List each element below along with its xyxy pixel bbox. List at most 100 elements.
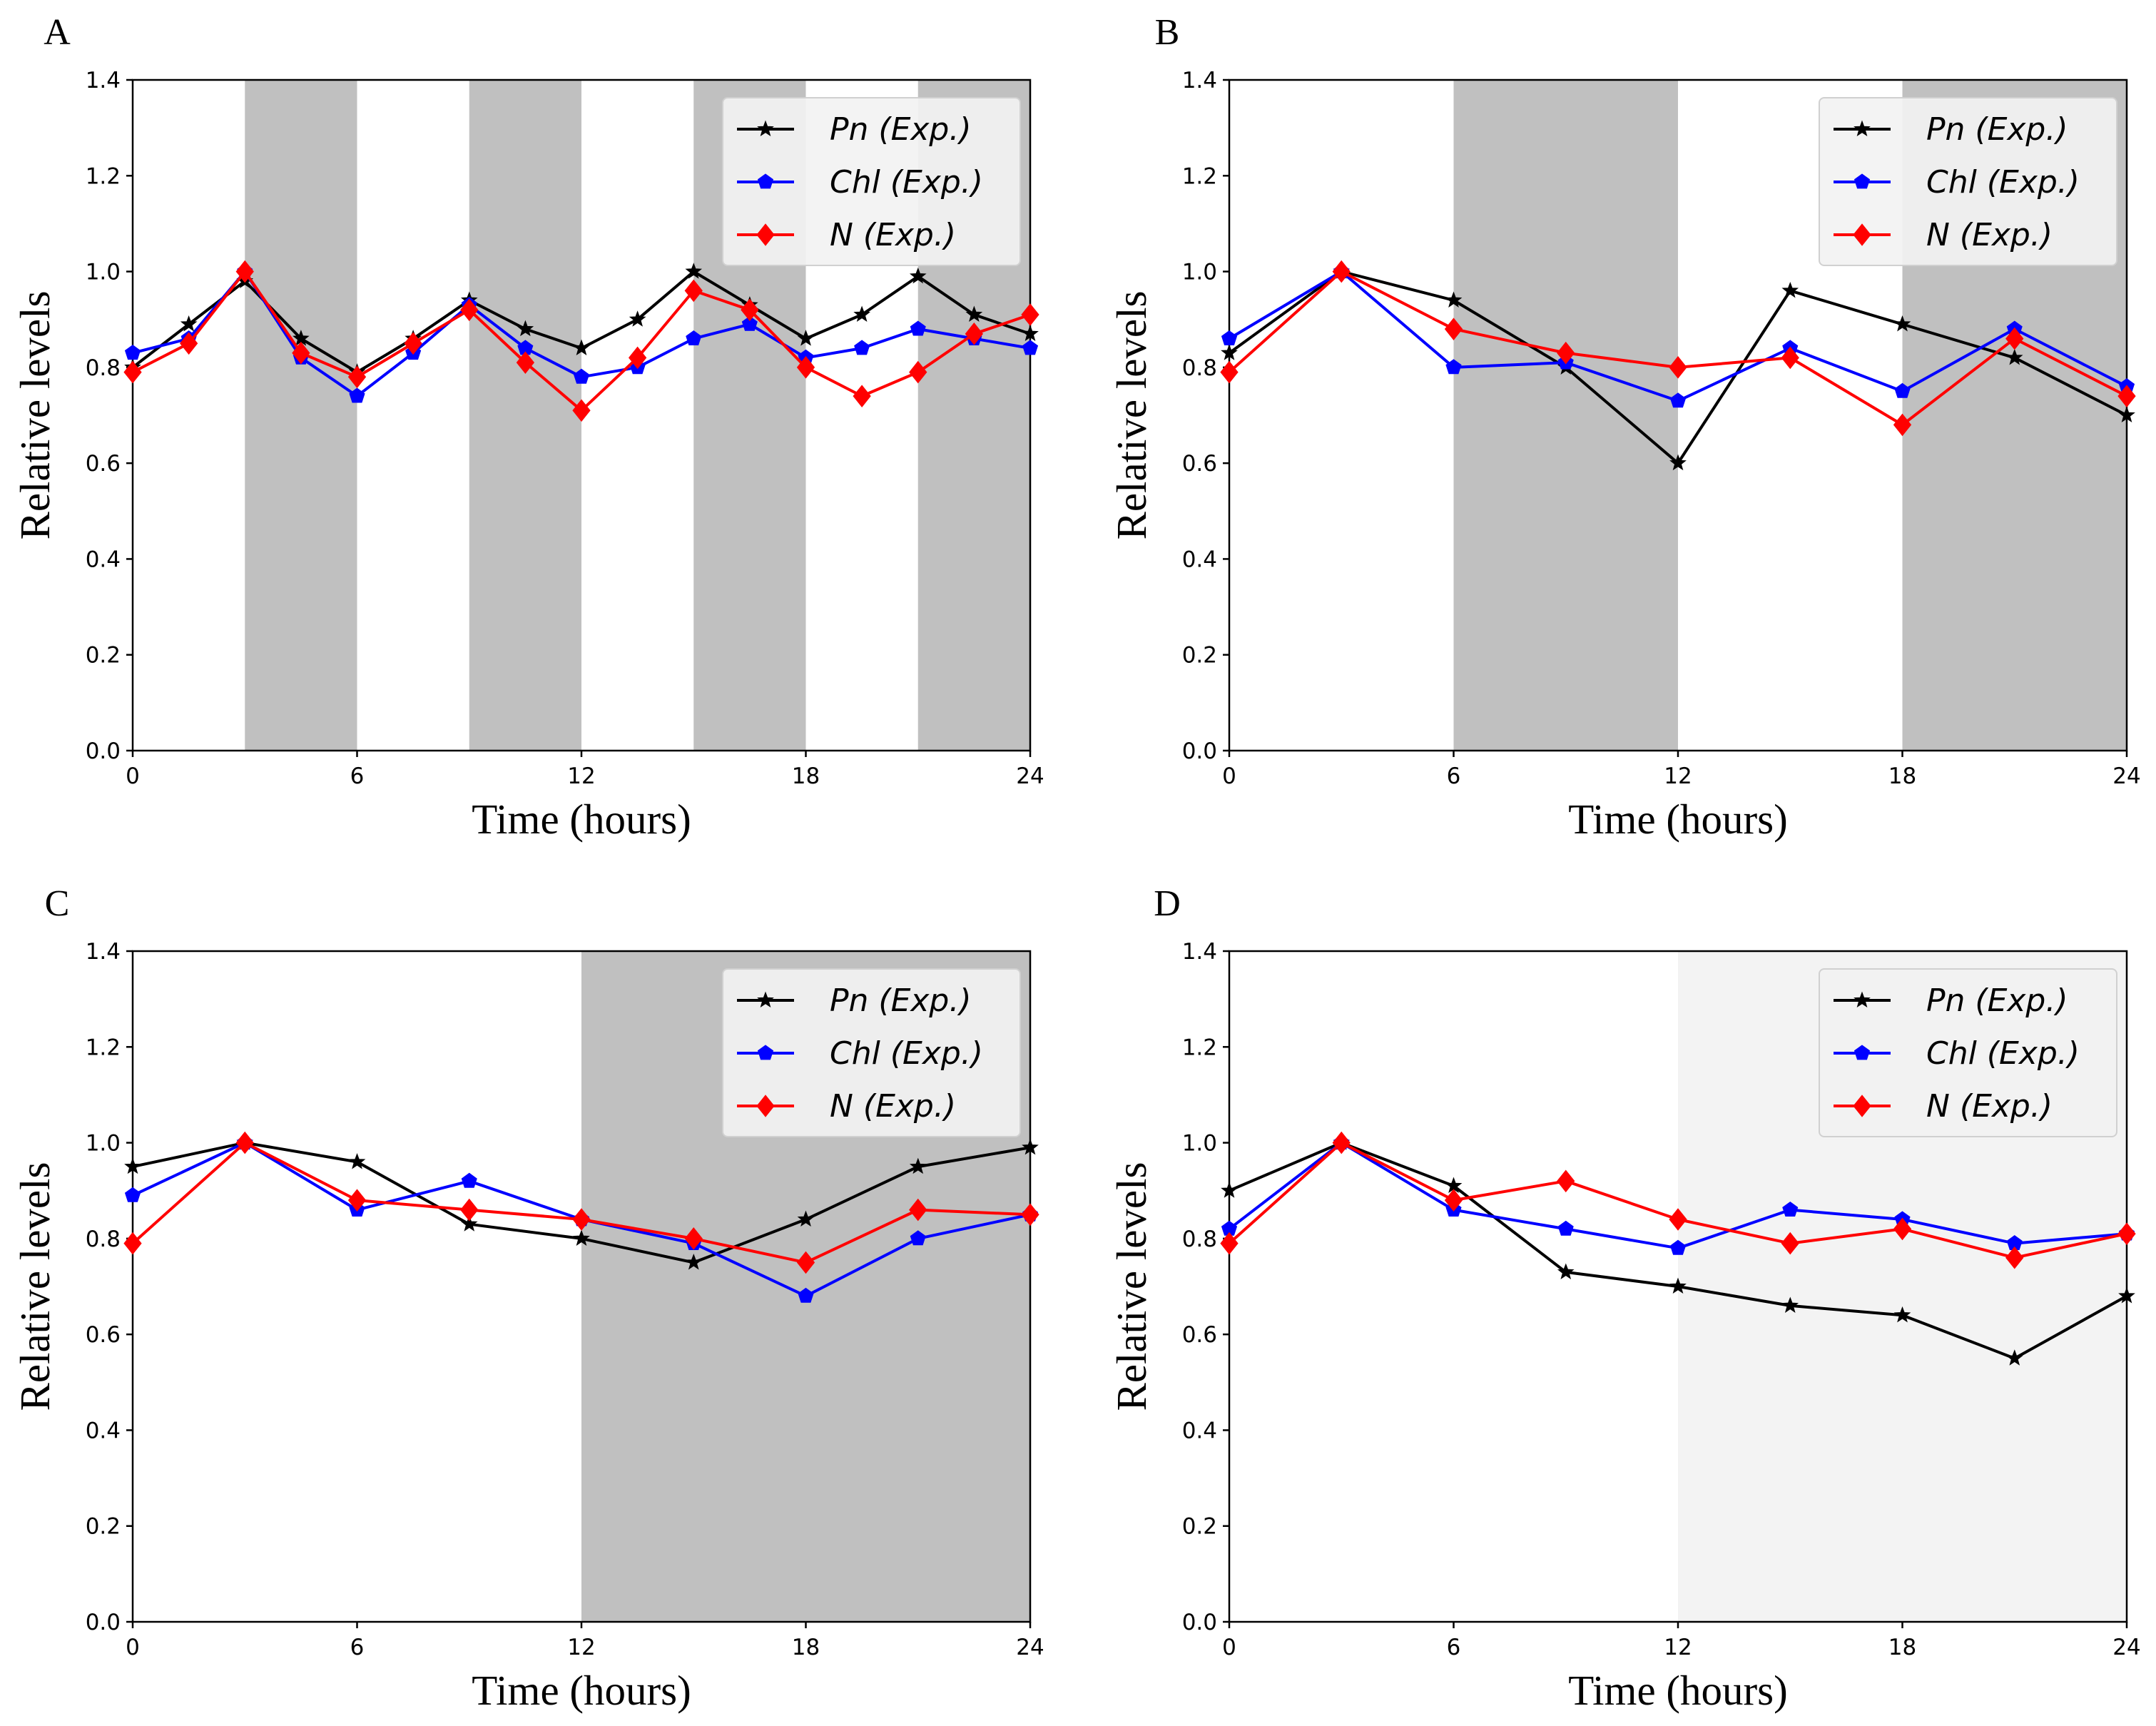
panel-b: B 0.0 0.2 0.4 0.6 0.8 1.0 1.2 1.4 0 6 12 18 24 Time (h… <box>1108 12 2141 843</box>
data-point <box>685 263 703 279</box>
data-point <box>1782 1201 1799 1217</box>
data-point <box>235 260 254 283</box>
y-tick-label: 0.0 <box>86 1610 121 1635</box>
data-point <box>1022 1138 1039 1155</box>
y-tick-label: 0.4 <box>1182 1418 1217 1443</box>
legend-label: N (Exp.) <box>1926 1088 2053 1125</box>
data-point <box>853 385 871 407</box>
y-axis-label: Relative levels <box>11 1162 59 1411</box>
legend-marker <box>1853 1095 1871 1117</box>
data-point <box>1669 454 1687 471</box>
shaded-interval <box>245 80 357 751</box>
panel-d: D 0.0 0.2 0.4 0.6 0.8 1.0 1.2 1.4 0 6 12 18 24 Time (h… <box>1108 883 2141 1714</box>
data-point <box>686 330 702 345</box>
y-axis-label: Relative levels <box>1108 291 1155 540</box>
legend-label: N (Exp.) <box>830 217 956 253</box>
series-diamond <box>1220 260 2136 437</box>
series-diamond <box>1220 1131 2136 1269</box>
series-diamond <box>123 260 1039 422</box>
shaded-interval <box>1453 80 1678 751</box>
panel-letter: C <box>45 883 70 924</box>
legend-marker <box>756 1095 775 1117</box>
y-tick-label: 0.8 <box>1182 355 1217 381</box>
x-tick-label: 24 <box>2112 1635 2140 1660</box>
x-tick-label: 24 <box>1016 1635 1044 1660</box>
data-point <box>1220 1232 1239 1255</box>
data-point <box>909 360 927 384</box>
legend-marker <box>1854 120 1871 137</box>
data-point <box>123 1232 142 1255</box>
data-point <box>1893 1217 1912 1241</box>
data-point <box>2005 1246 2024 1269</box>
data-point <box>1557 1220 1574 1236</box>
legend-label: Chl (Exp.) <box>1926 164 2080 200</box>
data-point <box>1557 1263 1575 1279</box>
data-point <box>797 1210 815 1227</box>
x-tick-label: 6 <box>1447 1635 1461 1660</box>
legend-label: N (Exp.) <box>1926 217 2053 253</box>
y-tick-label: 0.8 <box>86 1227 121 1252</box>
data-point <box>1557 1169 1575 1193</box>
data-point <box>1444 318 1463 340</box>
data-point <box>124 345 141 360</box>
data-point <box>628 346 647 370</box>
data-point <box>573 1229 590 1246</box>
data-point <box>2117 385 2136 407</box>
data-point <box>572 1208 591 1231</box>
data-point <box>1220 360 1239 384</box>
y-tick-label: 0.2 <box>86 643 121 669</box>
x-tick-label: 6 <box>1447 763 1461 789</box>
x-axis-label: Time (hours) <box>1568 1667 1788 1714</box>
data-point <box>797 330 815 346</box>
data-point <box>1332 260 1351 283</box>
y-tick-label: 0.6 <box>1182 451 1217 477</box>
data-point <box>1669 356 1687 379</box>
data-point <box>349 387 365 403</box>
data-point <box>910 1230 926 1246</box>
data-point <box>572 399 591 422</box>
data-point <box>1893 413 1912 437</box>
legend-box <box>722 97 1021 266</box>
y-tick-label: 0.4 <box>1182 547 1217 572</box>
data-point <box>460 298 479 322</box>
data-point <box>1022 325 1039 341</box>
panel-a: A 0.0 0.2 0.4 0.6 0.8 1.0 1.2 1.4 0 6 12 18 24 Time (h… <box>11 12 1044 843</box>
x-tick-label: 12 <box>567 1635 595 1660</box>
legend-marker <box>1854 1045 1871 1060</box>
data-point <box>347 1189 367 1212</box>
data-point <box>684 279 703 303</box>
legend: Pn (Exp.) Chl (Exp.) N (Exp.) <box>1819 968 2117 1137</box>
data-point <box>965 305 983 323</box>
y-tick-label: 0.2 <box>86 1514 121 1540</box>
data-point <box>1669 1277 1687 1294</box>
y-tick-label: 1.2 <box>86 163 121 189</box>
data-point <box>573 339 590 356</box>
data-point <box>909 267 927 284</box>
legend-label: Chl (Exp.) <box>830 164 983 200</box>
y-axis-label: Relative levels <box>11 291 59 540</box>
data-point <box>2005 348 2023 365</box>
data-point <box>1781 346 1799 370</box>
panel-c: C 0.0 0.2 0.4 0.6 0.8 1.0 1.2 1.4 0 6 12 18 24 Time (h… <box>11 883 1044 1714</box>
data-point <box>1021 1203 1039 1227</box>
x-axis-label: Time (hours) <box>472 1667 691 1714</box>
data-point <box>1781 281 1799 298</box>
data-point <box>1557 341 1575 365</box>
data-point <box>1221 1182 1238 1198</box>
data-point <box>460 1198 479 1222</box>
legend-marker <box>757 173 774 189</box>
y-tick-label: 0.8 <box>86 355 121 381</box>
data-point <box>629 310 646 327</box>
x-tick-label: 0 <box>126 763 140 789</box>
y-tick-label: 0.4 <box>86 547 121 572</box>
data-point <box>516 351 535 374</box>
y-tick-label: 0.0 <box>86 738 121 764</box>
data-point <box>2117 1222 2136 1245</box>
x-tick-label: 24 <box>2112 763 2140 789</box>
y-tick-label: 0.2 <box>1182 643 1217 669</box>
data-point <box>798 1287 814 1303</box>
legend-marker <box>756 223 775 246</box>
x-tick-label: 18 <box>792 1635 820 1660</box>
y-tick-label: 1.0 <box>1182 260 1217 285</box>
data-point <box>1022 340 1039 355</box>
